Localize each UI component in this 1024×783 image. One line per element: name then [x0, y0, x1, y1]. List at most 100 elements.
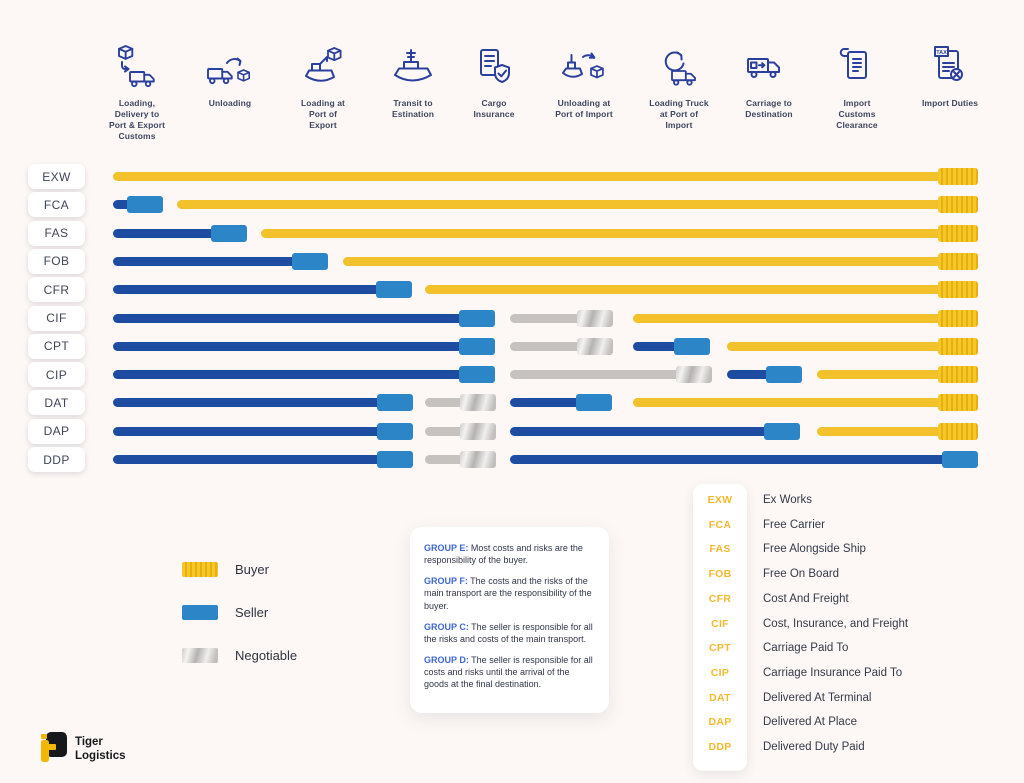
- glossary-code: CFR: [708, 592, 732, 605]
- incoterm-pill: EXW: [28, 164, 85, 189]
- legend-label: Seller: [235, 605, 269, 620]
- segment-endcap-buyer: [938, 224, 978, 242]
- stage-label: Loading at Port of Export: [301, 98, 345, 131]
- segment-endcap-seller: [942, 451, 978, 468]
- segment-endcap-seller: [292, 252, 328, 270]
- bar-segment-negotiable: [425, 426, 490, 436]
- bar-segment-buyer: [113, 172, 972, 181]
- legend-item: Negotiable: [182, 648, 297, 663]
- group-description: GROUP C: The seller is responsible for a…: [424, 621, 596, 645]
- glossary-code: DAT: [709, 691, 731, 704]
- segment-endcap-buyer: [938, 394, 978, 412]
- incoterm-pill: DAT: [28, 390, 85, 416]
- legend-swatch-buyer: [182, 562, 218, 577]
- stage-label: Import Duties: [921, 98, 979, 108]
- bar-segment-buyer: [633, 313, 972, 323]
- glossary-name: Carriage Paid To: [763, 642, 849, 655]
- segment-endcap-seller: [764, 422, 800, 440]
- truck-carriage-icon: [724, 42, 814, 94]
- truck-unloading-icon: [185, 42, 275, 94]
- bar-segment-seller: [113, 426, 407, 436]
- group-description: GROUP E: Most costs and risks are the re…: [424, 542, 596, 566]
- stage-label: Unloading at Port of Import: [555, 98, 613, 120]
- stage-label: Cargo Insurance: [473, 98, 515, 120]
- segment-endcap-buyer: [938, 196, 978, 214]
- bar-segment-negotiable: [425, 398, 490, 408]
- segment-endcap-seller: [459, 309, 495, 327]
- glossary-code: CPT: [709, 642, 731, 655]
- segment-endcap-seller: [674, 337, 710, 355]
- segment-endcap-seller: [377, 422, 413, 440]
- logo-line1: Tiger: [75, 736, 103, 749]
- glossary-name: Free Carrier: [763, 518, 825, 531]
- customs-clearance-icon: [812, 42, 902, 94]
- legend-swatch-negotiable: [182, 648, 218, 663]
- segment-endcap-negotiable: [460, 451, 496, 468]
- group-text: Most costs and risks are the responsibil…: [424, 543, 583, 566]
- segment-endcap-seller: [376, 281, 412, 299]
- stage-column: Unloading at Port of Import: [539, 42, 629, 120]
- stage-column: Unloading: [185, 42, 275, 109]
- bar-segment-buyer: [727, 341, 972, 351]
- bar-segment-seller: [113, 256, 322, 266]
- bar-segment-seller: [113, 313, 489, 323]
- segment-endcap-seller: [377, 394, 413, 412]
- group-label: GROUP D:: [424, 654, 469, 665]
- group-text: The seller is responsible for all costs …: [424, 654, 593, 690]
- legend-swatch-seller: [182, 605, 218, 620]
- glossary-name: Delivered At Terminal: [763, 691, 872, 704]
- glossary-name: Free On Board: [763, 568, 840, 581]
- segment-endcap-negotiable: [460, 422, 496, 440]
- bar-segment-buyer: [633, 398, 972, 408]
- glossary-code-strip: [693, 484, 747, 771]
- glossary-code: DDP: [708, 741, 732, 753]
- glossary-code: EXW: [707, 494, 733, 506]
- legend: Buyer Seller Negotiable: [182, 562, 297, 691]
- glossary-name: Ex Works: [763, 494, 812, 506]
- stage-column: Transit to Estination: [368, 42, 458, 120]
- segment-endcap-buyer: [938, 168, 978, 185]
- bar-segment-seller: [113, 341, 489, 351]
- group-descriptions-card: GROUP E: Most costs and risks are the re…: [410, 527, 609, 713]
- incoterm-pill: CFR: [28, 277, 85, 303]
- stage-label: Loading, Delivery to Port & Export Custo…: [108, 98, 166, 142]
- incoterm-pill: DAP: [28, 418, 85, 444]
- stage-column: Loading at Port of Export: [278, 42, 368, 131]
- tiger-logistics-logo-icon: [40, 731, 68, 768]
- import-duties-icon: TAX: [905, 42, 995, 94]
- bar-segment-seller: [510, 455, 972, 464]
- glossary-code: FCA: [708, 518, 732, 531]
- segment-endcap-negotiable: [577, 337, 613, 355]
- glossary-name: Delivered At Place: [763, 716, 857, 729]
- glossary-name: Carriage Insurance Paid To: [763, 666, 903, 679]
- bar-segment-negotiable: [510, 370, 706, 380]
- stage-column: Carriage to Destination: [724, 42, 814, 120]
- stage-label: Carriage to Destination: [745, 98, 793, 120]
- group-label: GROUP F:: [424, 576, 468, 587]
- group-description: GROUP F: The costs and the risks of the …: [424, 575, 596, 611]
- svg-text:TAX: TAX: [936, 50, 947, 56]
- bar-segment-buyer: [343, 256, 972, 266]
- segment-endcap-seller: [211, 224, 247, 242]
- glossary-code: CIF: [711, 617, 729, 630]
- legend-item: Seller: [182, 605, 297, 620]
- stage-column: Cargo Insurance: [449, 42, 539, 120]
- segment-endcap-buyer: [938, 422, 978, 440]
- group-label: GROUP C:: [424, 621, 469, 632]
- bar-segment-negotiable: [510, 341, 607, 351]
- segment-endcap-seller: [766, 366, 802, 384]
- incoterm-pill: CPT: [28, 333, 85, 359]
- bar-segment-seller: [113, 398, 407, 408]
- segment-endcap-negotiable: [577, 309, 613, 327]
- bar-segment-seller: [510, 398, 606, 408]
- glossary-code: DAP: [708, 716, 732, 729]
- bar-segment-seller: [113, 455, 407, 464]
- stage-column: Loading, Delivery to Port & Export Custo…: [92, 42, 182, 142]
- group-text: The costs and the risks of the main tran…: [424, 576, 592, 611]
- cargo-insurance-icon: [449, 42, 539, 94]
- glossary-code: CIP: [710, 666, 730, 679]
- incoterm-pill: FOB: [28, 248, 85, 274]
- legend-item: Buyer: [182, 562, 297, 577]
- segment-endcap-negotiable: [460, 394, 496, 412]
